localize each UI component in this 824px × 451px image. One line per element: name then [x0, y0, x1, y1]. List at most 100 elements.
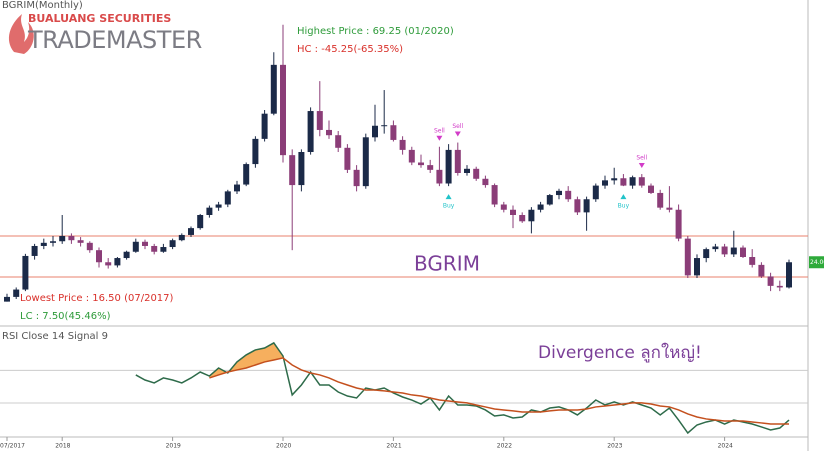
x-tick-label: 2023 — [607, 443, 622, 450]
candle-body — [408, 149, 415, 163]
low-annotation: Lowest Price : 16.50 (07/2017) — [20, 293, 174, 304]
x-tick-label: 2018 — [55, 443, 70, 450]
candle-body — [537, 204, 544, 210]
logo-icon — [8, 14, 34, 54]
candle-body — [427, 165, 434, 170]
x-tick-label: 2024 — [718, 443, 733, 450]
divergence-fill — [209, 342, 283, 378]
candle-body — [574, 199, 581, 213]
candle-body — [40, 242, 47, 246]
candle-body — [418, 162, 424, 166]
candle-body — [703, 249, 710, 259]
candle-body — [749, 257, 756, 265]
candle-body — [151, 245, 158, 252]
candle-body — [602, 180, 608, 186]
candle-body — [611, 178, 618, 181]
candle-body — [592, 185, 599, 200]
x-tick-label: 07/2017 — [0, 443, 25, 450]
candle-body — [519, 215, 526, 222]
candle-body — [546, 195, 553, 205]
brand-main: TRADEMASTER — [27, 26, 202, 54]
signal-label: Buy — [443, 203, 455, 210]
candle-body — [629, 177, 636, 186]
sell-arrow — [436, 135, 443, 141]
candle-body — [114, 258, 121, 266]
candle-body — [684, 238, 691, 276]
buy-arrow — [445, 194, 452, 200]
candle-body — [178, 234, 185, 241]
candle-body — [206, 207, 213, 215]
signal-label: Buy — [618, 203, 630, 210]
candle-body — [482, 178, 489, 186]
candle-body — [491, 185, 498, 205]
candle-body — [556, 190, 562, 196]
candle-body — [758, 264, 765, 277]
signal-label: Sell — [452, 123, 463, 130]
candle-body — [666, 207, 673, 210]
candle-body — [132, 241, 139, 252]
candle-body — [307, 111, 314, 152]
candle-body — [464, 168, 470, 173]
candle-body — [261, 113, 268, 139]
watermark: BGRIM — [414, 252, 480, 276]
candle-body — [22, 255, 29, 290]
candle-body — [399, 139, 406, 150]
candle-body — [372, 125, 378, 138]
high-annotation: Highest Price : 69.25 (01/2020) — [297, 26, 454, 37]
x-tick-label: 2020 — [276, 443, 291, 450]
candle-body — [583, 199, 590, 213]
candle-body — [362, 137, 369, 187]
candle-body — [4, 296, 10, 302]
candle-body — [390, 125, 397, 140]
candle-body — [620, 178, 627, 186]
candle-body — [215, 204, 222, 208]
candle-body — [50, 241, 56, 243]
candle-body — [197, 215, 204, 229]
candle-body — [528, 209, 535, 222]
candle-body — [224, 191, 231, 205]
candle-body — [694, 258, 700, 276]
candle-body — [344, 147, 351, 170]
hc-annotation: HC : -45.25(-65.35%) — [297, 44, 403, 55]
brand-top: BUALUANG SECURITIES — [28, 12, 171, 25]
candle-body — [13, 289, 20, 297]
candle-body — [59, 236, 66, 242]
candle-body — [740, 247, 746, 257]
candle-body — [500, 204, 507, 210]
candle-body — [86, 242, 93, 251]
sell-arrow — [638, 163, 645, 169]
candle-body — [105, 262, 112, 266]
x-tick-label: 2021 — [386, 443, 401, 450]
candle-body — [712, 246, 719, 250]
candle-body — [289, 155, 296, 186]
candle-body — [243, 164, 250, 185]
lc-annotation: LC : 7.50(45.46%) — [20, 311, 111, 322]
rsi-title: RSI Close 14 Signal 9 — [2, 331, 108, 342]
candle-body — [776, 285, 783, 288]
candle-body — [445, 149, 452, 184]
candle-body — [381, 125, 388, 127]
candle-body — [675, 209, 682, 239]
candle-body — [234, 184, 240, 192]
candle-body — [68, 236, 75, 241]
candle-body — [721, 246, 728, 255]
candle-body — [252, 138, 259, 165]
candle-body — [298, 152, 305, 186]
candle-body — [454, 149, 461, 173]
candle-body — [270, 64, 277, 114]
candle-body — [767, 276, 774, 286]
candle-body — [335, 135, 342, 148]
candle-body — [510, 209, 516, 215]
symbol-title: BGRIM(Monthly) — [2, 0, 83, 11]
candle-body — [730, 247, 737, 255]
candle-body — [31, 245, 38, 256]
candle-body — [77, 240, 84, 243]
comment: Divergence ลูกใหญ่! — [538, 342, 702, 363]
candle-body — [648, 185, 654, 193]
last-price-box — [809, 256, 824, 269]
rsi-line — [135, 341, 790, 435]
candle-body — [326, 129, 332, 136]
buy-arrow — [620, 194, 627, 200]
